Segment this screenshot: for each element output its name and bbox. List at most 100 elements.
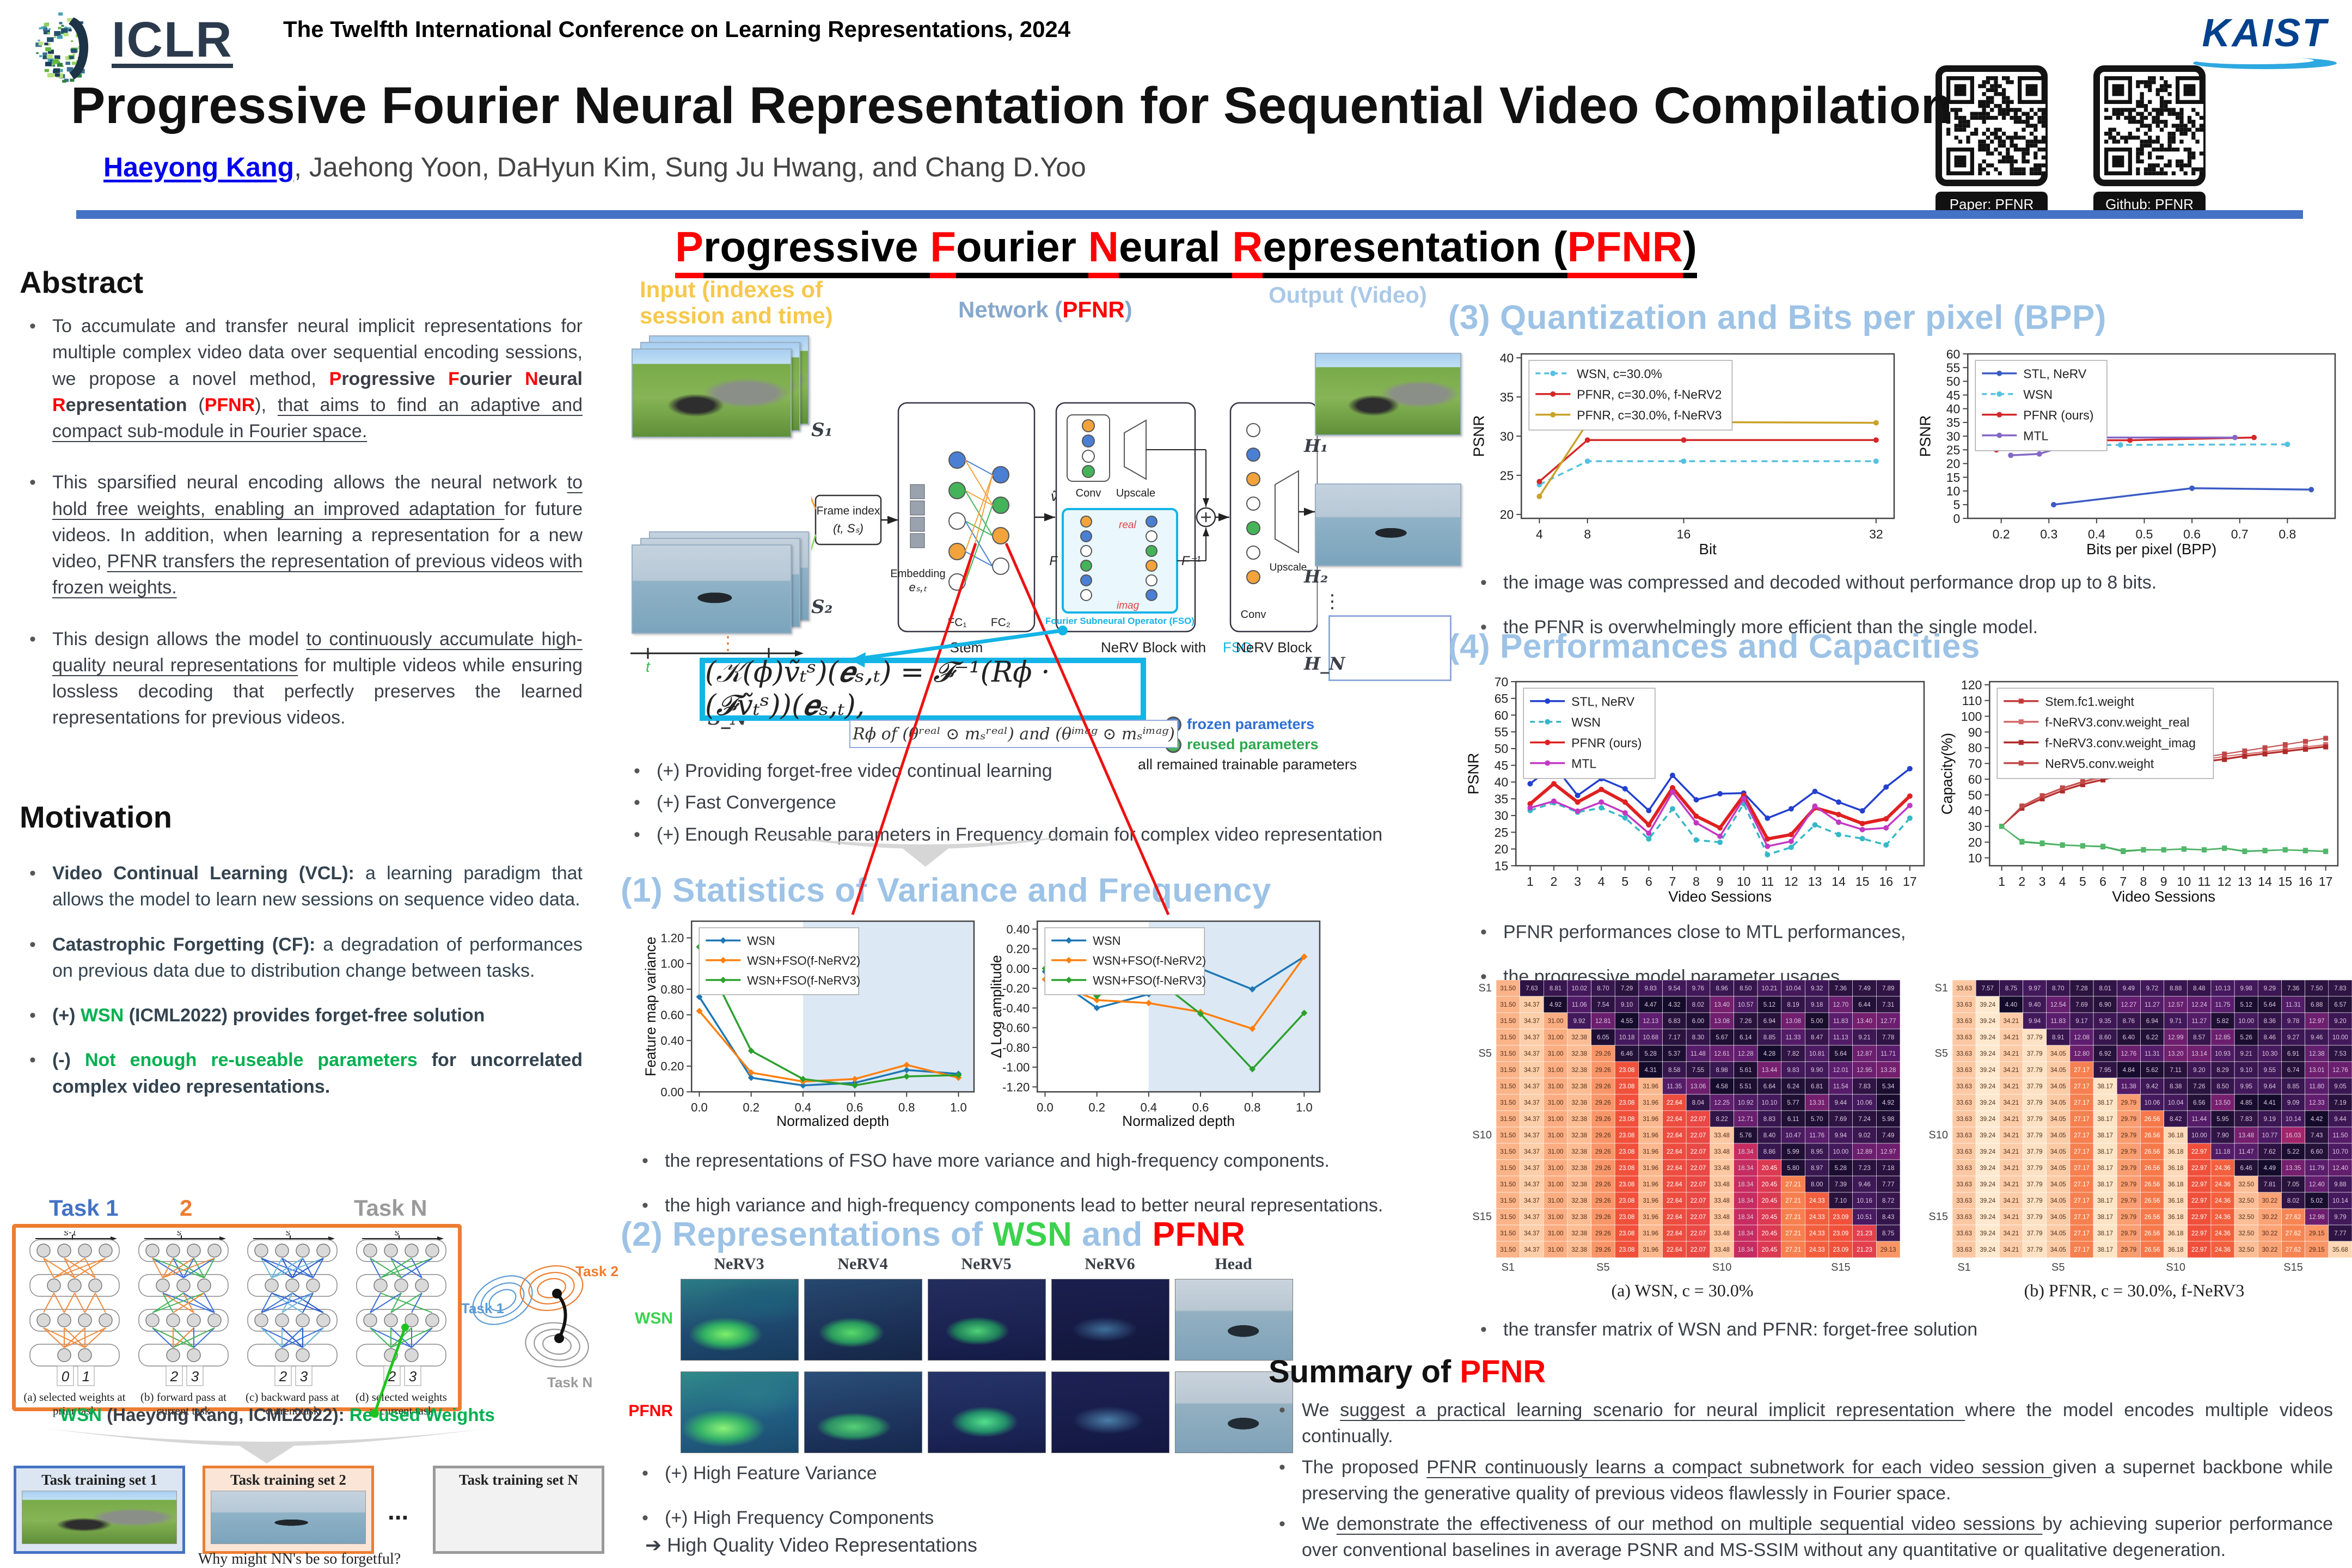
text-segment: ourier — [459, 368, 525, 389]
svg-text:40: 40 — [1500, 351, 1514, 365]
svg-text:6.00: 6.00 — [1692, 1018, 1704, 1025]
svg-text:8.85: 8.85 — [2287, 1083, 2299, 1090]
svg-text:22.07: 22.07 — [1690, 1165, 1706, 1172]
svg-text:5.00: 5.00 — [1811, 1018, 1823, 1025]
taskN-label: Task N — [354, 1195, 427, 1221]
svg-text:120: 120 — [1961, 678, 1982, 692]
svg-text:11.50: 11.50 — [2332, 1132, 2348, 1139]
text-segment[interactable]: Haeyong Kang — [103, 152, 295, 182]
svg-text:-1.20: -1.20 — [1002, 1080, 1030, 1094]
svg-text:8.86: 8.86 — [1763, 1149, 1775, 1155]
svg-text:39.24: 39.24 — [1980, 1116, 1995, 1123]
svg-text:9.71: 9.71 — [2170, 1018, 2182, 1025]
svg-text:11.83: 11.83 — [1833, 1018, 1848, 1025]
svg-text:16: 16 — [2299, 874, 2313, 889]
svg-text:36.18: 36.18 — [2168, 1132, 2184, 1139]
svg-text:29.79: 29.79 — [2121, 1132, 2136, 1139]
svg-text:22.07: 22.07 — [1690, 1214, 1706, 1221]
svg-text:8.72: 8.72 — [1882, 1198, 1894, 1204]
svg-text:13.48: 13.48 — [2238, 1132, 2254, 1139]
svg-text:0.7: 0.7 — [2231, 527, 2249, 541]
svg-text:12.27: 12.27 — [2121, 1002, 2136, 1008]
svg-text:33.48: 33.48 — [1714, 1132, 1730, 1139]
svg-text:8.38: 8.38 — [2170, 1083, 2182, 1090]
svg-text:2: 2 — [388, 1368, 396, 1385]
featuremap-tile — [681, 1371, 799, 1453]
svg-text:10.57: 10.57 — [1738, 1002, 1754, 1008]
svg-text:27.17: 27.17 — [2074, 1181, 2090, 1188]
svg-text:7.43: 7.43 — [2311, 1132, 2323, 1139]
training-set-2-label: Task training set 2 — [230, 1472, 346, 1488]
svg-text:37.79: 37.79 — [2027, 1165, 2043, 1172]
kaist-wordmark: KAIST — [2202, 11, 2328, 55]
svg-text:36.18: 36.18 — [2168, 1230, 2184, 1237]
svg-text:70: 70 — [1968, 757, 1982, 771]
svg-text:38.17: 38.17 — [2097, 1247, 2113, 1253]
text-segment: ) — [1124, 297, 1132, 322]
svg-text:34.37: 34.37 — [1524, 1018, 1540, 1025]
svg-text:PSNR: PSNR — [1916, 415, 1933, 457]
svg-text:real: real — [1119, 519, 1136, 531]
svg-text:s: s — [177, 1231, 182, 1238]
poster-title: Progressive Fourier Neural Representatio… — [71, 77, 1952, 134]
svg-text:34.37: 34.37 — [1524, 1002, 1540, 1008]
svg-text:11.06: 11.06 — [1572, 1002, 1587, 1008]
svg-text:0.20: 0.20 — [660, 1059, 684, 1073]
svg-text:39.24: 39.24 — [1980, 1230, 1995, 1237]
svg-text:31.96: 31.96 — [1643, 1230, 1658, 1237]
text-segment: N — [525, 368, 538, 389]
svg-text:s-1: s-1 — [64, 1231, 77, 1238]
amplitude-chart: 0.0 0.2 0.4 0.6 0.8 1.0 0.40 0.20 0.00 -0.20 -0.40… — [988, 914, 1328, 1134]
svg-text:33.63: 33.63 — [1956, 1002, 1972, 1008]
bit-chart: 4 8 16 32 20 25 30 35 40 Bit PSNR WSN, c=30.0% PFNR,… — [1470, 346, 1903, 562]
svg-text:4.92: 4.92 — [1549, 1002, 1561, 1008]
svg-text:31.96: 31.96 — [1643, 1116, 1658, 1123]
featuremap-tile — [1051, 1279, 1169, 1361]
svg-text:39.24: 39.24 — [1980, 1051, 1995, 1057]
task-contour-figure: Task 1 Task 2 Task N — [460, 1241, 629, 1396]
svg-text:7.53: 7.53 — [2334, 1051, 2346, 1057]
svg-text:21.23: 21.23 — [1857, 1247, 1872, 1253]
kaist-swoosh-icon — [2193, 57, 2337, 69]
svg-text:8.40: 8.40 — [1763, 1132, 1775, 1139]
svg-text:9.20: 9.20 — [2334, 1018, 2346, 1025]
svg-text:60: 60 — [1968, 772, 1982, 786]
svg-text:6.60: 6.60 — [2311, 1149, 2323, 1155]
svg-text:7.77: 7.77 — [2334, 1230, 2346, 1237]
svg-text:10: 10 — [2177, 874, 2191, 889]
svg-text:2: 2 — [279, 1368, 287, 1385]
svg-text:10.93: 10.93 — [2215, 1051, 2231, 1057]
svg-text:29.79: 29.79 — [2121, 1230, 2136, 1237]
svg-text:8.43: 8.43 — [1882, 1214, 1894, 1221]
svg-text:PFNR, c=30.0%, f-NeRV3: PFNR, c=30.0%, f-NeRV3 — [1577, 408, 1722, 422]
featuremap-tile — [1051, 1371, 1169, 1453]
svg-text:0.00: 0.00 — [660, 1085, 684, 1099]
svg-text:9.72: 9.72 — [2146, 985, 2158, 992]
svg-text:13.08: 13.08 — [1714, 1018, 1730, 1025]
section3-heading: (3) Quantization and Bits per pixel (BPP… — [1448, 299, 2106, 336]
svg-text:31.96: 31.96 — [1643, 1181, 1658, 1188]
svg-text:8.75: 8.75 — [1882, 1230, 1894, 1237]
text-segment: for uncorrelated complex video represent… — [52, 1050, 583, 1097]
svg-text:WSN: WSN — [747, 934, 775, 948]
svg-text:27.17: 27.17 — [2074, 1067, 2090, 1074]
svg-text:30.22: 30.22 — [2262, 1247, 2277, 1253]
svg-text:7.11: 7.11 — [2170, 1067, 2182, 1074]
svg-text:13.44: 13.44 — [1762, 1067, 1778, 1074]
svg-text:13.08: 13.08 — [1785, 1018, 1801, 1025]
svg-text:32.38: 32.38 — [1571, 1100, 1587, 1106]
svg-text:Capacity(%): Capacity(%) — [1938, 733, 1955, 814]
svg-text:31.00: 31.00 — [1548, 1181, 1564, 1188]
svg-text:8.22: 8.22 — [1716, 1116, 1728, 1123]
svg-text:4.47: 4.47 — [1645, 1002, 1657, 1008]
svg-text:13.01: 13.01 — [2309, 1067, 2325, 1074]
bullet-item: We demonstrate the effectiveness of our … — [1271, 1511, 2333, 1564]
text-segment: PFNR — [1152, 1216, 1246, 1253]
svg-text:33.63: 33.63 — [1956, 1198, 1972, 1204]
svg-text:34.05: 34.05 — [2050, 1067, 2066, 1074]
authors-line[interactable]: Haeyong Kang, Jaehong Yoon, DaHyun Kim, … — [103, 151, 1086, 183]
svg-text:7: 7 — [1669, 874, 1676, 889]
svg-text:7.39: 7.39 — [1835, 1181, 1847, 1188]
svg-text:0.60: 0.60 — [660, 1008, 684, 1022]
